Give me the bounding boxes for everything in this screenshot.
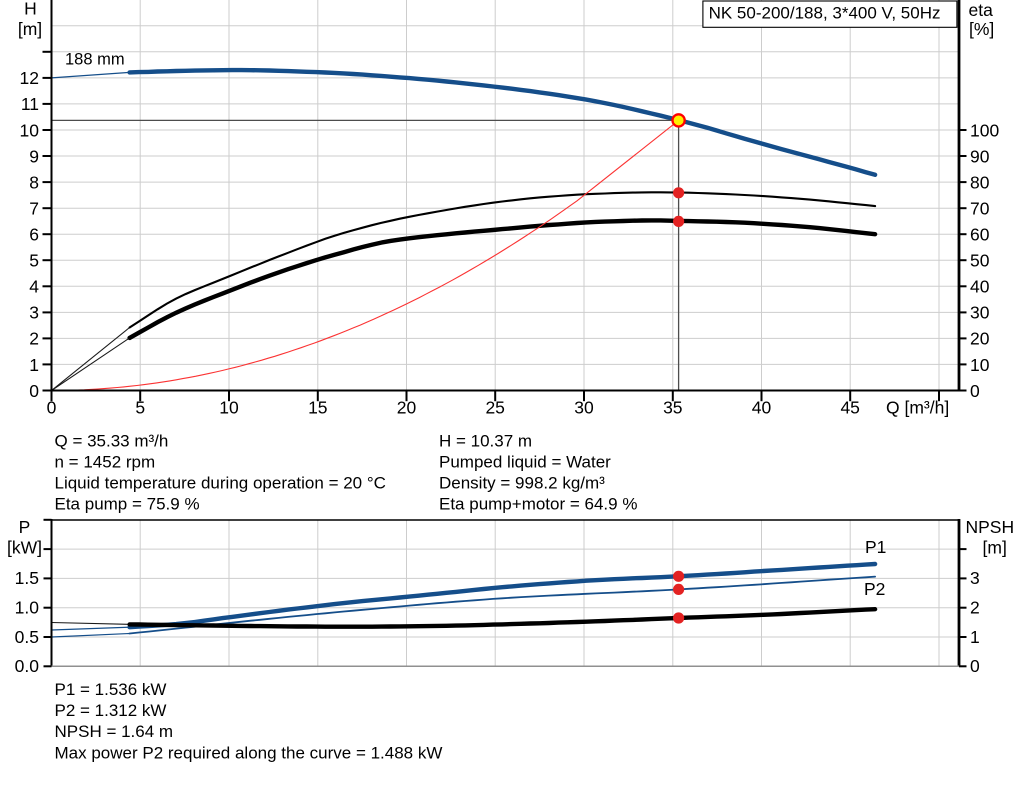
svg-text:Q [m³/h]: Q [m³/h]	[886, 397, 949, 417]
svg-text:Eta pump+motor = 64.9 %: Eta pump+motor = 64.9 %	[439, 495, 637, 514]
svg-text:[m]: [m]	[18, 19, 42, 39]
svg-text:5: 5	[135, 397, 145, 417]
svg-text:Density = 998.2 kg/m³: Density = 998.2 kg/m³	[439, 474, 605, 493]
svg-text:NPSH: NPSH	[966, 517, 1015, 537]
svg-text:3: 3	[970, 568, 980, 588]
svg-text:25: 25	[485, 397, 504, 417]
svg-text:15: 15	[308, 397, 327, 417]
svg-text:5: 5	[29, 251, 39, 271]
svg-text:0.0: 0.0	[15, 656, 40, 676]
svg-text:0.5: 0.5	[15, 627, 39, 647]
svg-text:20: 20	[397, 397, 417, 417]
svg-text:n = 1452 rpm: n = 1452 rpm	[55, 452, 156, 471]
svg-text:40: 40	[752, 397, 772, 417]
svg-text:[kW]: [kW]	[7, 538, 42, 558]
svg-text:30: 30	[574, 397, 594, 417]
svg-text:0: 0	[29, 381, 39, 401]
svg-text:P: P	[19, 517, 31, 537]
svg-text:P1 = 1.536 kW: P1 = 1.536 kW	[55, 680, 167, 699]
svg-text:Q = 35.33 m³/h: Q = 35.33 m³/h	[55, 431, 169, 450]
svg-text:0: 0	[970, 381, 980, 401]
svg-text:80: 80	[970, 172, 990, 192]
svg-text:1: 1	[29, 355, 39, 375]
svg-text:Max power P2 required along th: Max power P2 required along the curve = …	[55, 743, 443, 762]
svg-text:90: 90	[970, 146, 990, 166]
svg-text:P2 = 1.312 kW: P2 = 1.312 kW	[55, 701, 167, 720]
svg-text:Pumped liquid = Water: Pumped liquid = Water	[439, 452, 611, 471]
svg-text:3: 3	[29, 303, 39, 323]
svg-text:P2: P2	[864, 579, 885, 599]
svg-text:9: 9	[29, 146, 39, 166]
svg-text:10: 10	[970, 355, 990, 375]
svg-text:NK 50-200/188, 3*400 V, 50Hz: NK 50-200/188, 3*400 V, 50Hz	[709, 3, 941, 22]
svg-text:H = 10.37 m: H = 10.37 m	[439, 431, 532, 450]
svg-text:NPSH = 1.64 m: NPSH = 1.64 m	[55, 722, 174, 741]
svg-text:188 mm: 188 mm	[65, 51, 125, 69]
svg-text:0: 0	[970, 656, 980, 676]
svg-text:50: 50	[970, 251, 990, 271]
svg-text:12: 12	[20, 68, 39, 88]
svg-text:10: 10	[219, 397, 239, 417]
svg-text:30: 30	[970, 303, 990, 323]
svg-text:H: H	[24, 0, 37, 19]
svg-text:2: 2	[29, 329, 39, 349]
svg-text:20: 20	[970, 329, 990, 349]
svg-text:60: 60	[970, 225, 990, 245]
svg-text:70: 70	[970, 199, 990, 219]
svg-text:11: 11	[21, 94, 39, 114]
svg-text:1.0: 1.0	[15, 598, 40, 618]
svg-text:[m]: [m]	[983, 538, 1007, 558]
svg-text:40: 40	[970, 277, 990, 297]
svg-text:4: 4	[29, 277, 39, 297]
svg-text:eta: eta	[969, 0, 994, 20]
svg-text:P1: P1	[865, 537, 886, 557]
svg-text:35: 35	[663, 397, 682, 417]
svg-text:10: 10	[20, 120, 40, 140]
svg-text:0: 0	[47, 397, 57, 417]
svg-text:Liquid temperature during oper: Liquid temperature during operation = 20…	[55, 474, 386, 493]
svg-text:1: 1	[970, 627, 980, 647]
svg-text:2: 2	[970, 598, 980, 618]
svg-text:45: 45	[840, 397, 859, 417]
svg-text:7: 7	[29, 199, 39, 219]
svg-text:100: 100	[970, 120, 999, 140]
svg-text:[%]: [%]	[969, 19, 994, 39]
svg-text:6: 6	[29, 225, 39, 245]
svg-text:8: 8	[29, 172, 39, 192]
svg-text:Eta pump = 75.9 %: Eta pump = 75.9 %	[55, 495, 200, 514]
svg-text:1.5: 1.5	[15, 568, 39, 588]
